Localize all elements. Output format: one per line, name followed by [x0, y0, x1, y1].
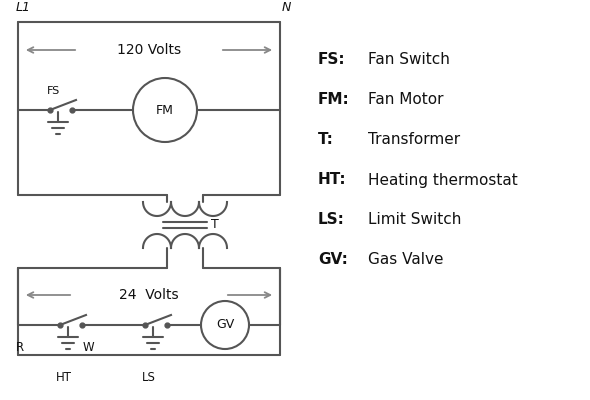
Text: W: W	[82, 341, 94, 354]
Text: Heating thermostat: Heating thermostat	[368, 172, 518, 188]
Text: T:: T:	[318, 132, 334, 148]
Text: HT:: HT:	[318, 172, 347, 188]
Text: Fan Switch: Fan Switch	[368, 52, 450, 68]
Text: FM: FM	[156, 104, 174, 116]
Text: FM:: FM:	[318, 92, 350, 108]
Text: Fan Motor: Fan Motor	[368, 92, 444, 108]
Text: Limit Switch: Limit Switch	[368, 212, 461, 228]
Text: 120 Volts: 120 Volts	[117, 43, 181, 57]
Text: T: T	[211, 218, 219, 232]
Text: FS: FS	[47, 86, 61, 96]
Text: 24  Volts: 24 Volts	[119, 288, 179, 302]
Text: R: R	[16, 341, 24, 354]
Text: LS:: LS:	[318, 212, 345, 228]
Text: LS: LS	[142, 371, 156, 384]
Text: HT: HT	[56, 371, 72, 384]
Text: N: N	[282, 1, 291, 14]
Text: GV:: GV:	[318, 252, 348, 268]
Text: Gas Valve: Gas Valve	[368, 252, 444, 268]
Text: GV: GV	[216, 318, 234, 332]
Text: L1: L1	[16, 1, 31, 14]
Text: Transformer: Transformer	[368, 132, 460, 148]
Text: FS:: FS:	[318, 52, 346, 68]
